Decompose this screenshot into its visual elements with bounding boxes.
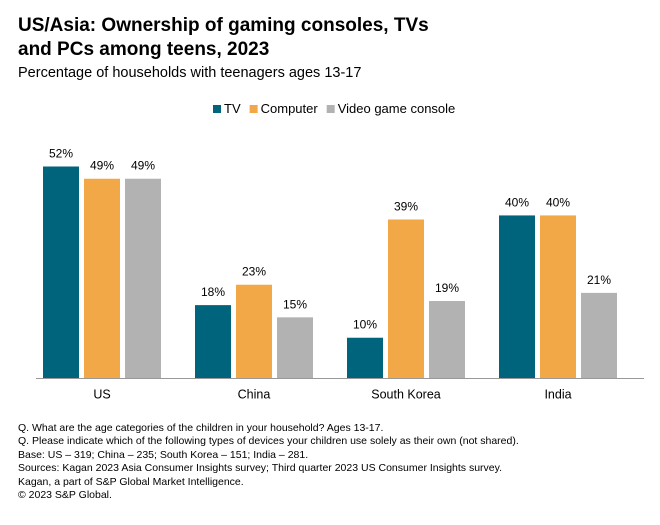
x-tick-label: US <box>93 388 110 402</box>
data-label: 23% <box>242 265 266 279</box>
bar-video-game-console <box>125 178 161 379</box>
chart-title-line-2: and PCs among teens, 2023 <box>18 39 270 60</box>
data-label: 15% <box>283 297 307 311</box>
legend-label: Computer <box>261 101 319 116</box>
bar-tv <box>195 305 231 379</box>
data-label: 49% <box>131 159 155 173</box>
bar-video-game-console <box>581 292 617 379</box>
footnote-line: Base: US – 319; China – 235; South Korea… <box>18 448 309 461</box>
footnote-line: Sources: Kagan 2023 Asia Consumer Insigh… <box>18 462 503 475</box>
bar-video-game-console <box>277 317 313 379</box>
bar-computer <box>84 178 120 379</box>
data-label: 21% <box>587 273 611 287</box>
bar-video-game-console <box>429 301 465 379</box>
legend-label: TV <box>224 101 241 116</box>
legend-swatch <box>249 105 258 113</box>
x-tick-label: India <box>544 388 571 402</box>
legend-swatch <box>213 105 221 113</box>
footnotes: Q. What are the age categories of the ch… <box>18 422 648 502</box>
legend-swatch <box>326 105 335 113</box>
data-label: 19% <box>435 281 459 295</box>
data-label: 18% <box>201 285 225 299</box>
chart-title-line-1: US/Asia: Ownership of gaming consoles, T… <box>18 15 429 36</box>
chart-subtitle: Percentage of households with teenagers … <box>18 65 362 81</box>
footnote-line: © 2023 S&P Global. <box>18 489 112 502</box>
footnote-line: Q. Please indicate which of the followin… <box>18 435 519 448</box>
data-label: 40% <box>546 195 570 209</box>
data-label: 39% <box>394 200 418 214</box>
x-tick-label: China <box>238 388 271 402</box>
bar-tv <box>499 215 535 379</box>
data-label: 49% <box>90 159 114 173</box>
bar-chart: TV Computer Video game console 52% 49% 49% US 1… <box>36 101 644 402</box>
bar-tv <box>43 166 79 379</box>
data-label: 52% <box>49 147 73 161</box>
data-label: 10% <box>353 318 377 332</box>
x-tick-label: South Korea <box>371 388 441 402</box>
legend-label: Video game console <box>338 101 456 116</box>
chart-title: US/Asia: Ownership of gaming consoles, T… <box>18 14 638 62</box>
bar-computer <box>236 284 272 379</box>
footnote-line: Kagan, a part of S&P Global Market Intel… <box>18 475 244 488</box>
footnote-line: Q. What are the age categories of the ch… <box>18 422 384 434</box>
data-label: 40% <box>505 195 529 209</box>
bar-computer <box>540 215 576 379</box>
bar-computer <box>388 219 424 379</box>
bar-tv <box>347 337 383 379</box>
